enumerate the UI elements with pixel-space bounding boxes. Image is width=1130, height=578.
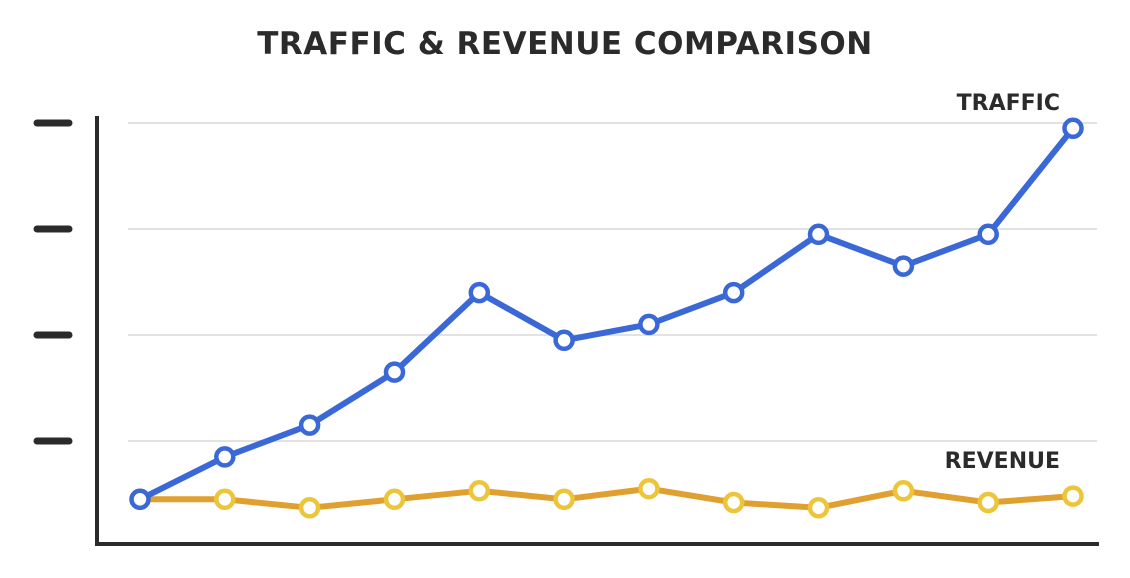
- traffic-point: [892, 255, 915, 277]
- revenue-point: [807, 497, 830, 519]
- revenue-line: [137, 485, 1076, 511]
- traffic-point: [383, 361, 406, 383]
- traffic-point: [638, 313, 660, 336]
- revenue-point: [638, 477, 660, 500]
- traffic-point: [722, 281, 745, 304]
- revenue-point: [977, 491, 999, 514]
- traffic-point: [468, 281, 491, 304]
- revenue-point: [383, 488, 406, 511]
- revenue-point: [214, 488, 236, 511]
- traffic-line: [137, 125, 1076, 503]
- revenue-point: [553, 488, 575, 511]
- traffic-point: [214, 446, 236, 468]
- revenue-label: REVENUE: [945, 449, 1060, 474]
- traffic-point: [553, 329, 575, 352]
- traffic-point: [129, 488, 151, 511]
- traffic-point: [977, 223, 999, 246]
- traffic-point: [807, 223, 830, 246]
- traffic-label: TRAFFIC: [957, 91, 1060, 116]
- revenue-point: [298, 497, 321, 519]
- traffic-point: [1062, 117, 1084, 140]
- traffic-point: [298, 414, 321, 436]
- revenue-point: [892, 480, 915, 502]
- revenue-point: [722, 491, 745, 514]
- revenue-point: [468, 480, 491, 502]
- chart-title: TRAFFIC & REVENUE COMPARISON: [257, 26, 873, 62]
- revenue-point: [1062, 485, 1084, 507]
